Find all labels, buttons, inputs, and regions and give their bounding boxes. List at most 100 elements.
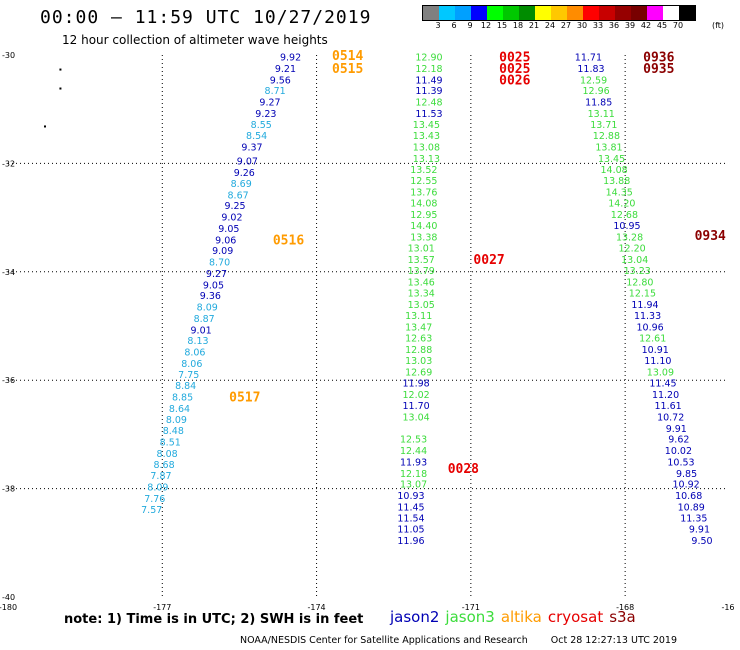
swh-label-altika: 9.02 [221, 213, 242, 224]
swh-label-altika: 9.27 [259, 98, 280, 109]
swh-label-s3a: 12.80 [626, 278, 653, 289]
colorbar-swatch [471, 6, 487, 20]
swh-label-s3a: 13.23 [624, 266, 651, 277]
swh-label-s3a: 11.35 [680, 513, 707, 524]
swh-label-jason3: 12.63 [405, 333, 432, 344]
pass-time-label: 0934 [695, 229, 726, 244]
pass-time-label: 0935 [643, 62, 674, 77]
swh-label-s3a: 12.61 [639, 333, 666, 344]
colorbar-swatch [663, 6, 679, 20]
colorbar-swatch [455, 6, 471, 20]
swh-label-altika: 8.87 [194, 314, 215, 325]
colorbar-tick: 24 [544, 21, 556, 30]
swh-label-jason3: 13.57 [408, 255, 435, 266]
colorbar-tick: 45 [656, 21, 668, 30]
swh-label-jason3: 12.90 [415, 53, 442, 64]
swh-label-altika: 9.05 [218, 224, 239, 235]
swh-label-s3a: 11.94 [631, 300, 658, 311]
swh-label-altika: 7.87 [150, 471, 171, 482]
swh-label-s3a: 12.15 [629, 288, 656, 299]
swh-label-altika: 8.84 [175, 381, 196, 392]
colorbar-swatch [519, 6, 535, 20]
swh-label-jason3: 11.93 [400, 458, 427, 469]
swh-label-jason3: 11.45 [397, 502, 424, 513]
swh-label-s3a: 13.09 [647, 368, 674, 379]
lon-tick-label: -174 [307, 603, 325, 612]
swh-label-jason3: 13.34 [408, 288, 435, 299]
swh-label-jason3: 11.53 [415, 109, 442, 120]
pass-time-label: 0028 [448, 462, 479, 477]
colorbar-swatch [503, 6, 519, 20]
note-text: note: 1) Time is in UTC; 2) SWH is in fe… [64, 612, 364, 627]
swh-label-altika: 9.27 [206, 269, 227, 280]
colorbar-swatch [535, 6, 551, 20]
swh-label-jason3: 14.08 [410, 198, 437, 209]
swh-label-s3a: 10.92 [673, 480, 700, 491]
swh-label-altika: 8.13 [187, 336, 208, 347]
swh-label-altika: 7.76 [144, 494, 165, 505]
pass-time-label: 0515 [332, 62, 363, 77]
colorbar-tick: 3 [435, 21, 441, 30]
lat-tick-label: -32 [2, 159, 15, 168]
swh-label-jason3: 11.98 [403, 378, 430, 389]
colorbar-swatch [647, 6, 663, 20]
lon-tick-label: -16 [721, 603, 734, 612]
colorbar-tick: 18 [512, 21, 524, 30]
lat-tick-label: -36 [2, 376, 15, 385]
swh-label-altika: 9.56 [270, 75, 291, 86]
swh-label-altika: 8.54 [246, 131, 267, 142]
swh-label-s3a: 12.20 [619, 243, 646, 254]
swh-label-s3a: 10.91 [642, 345, 669, 356]
colorbar-tick: 27 [560, 21, 572, 30]
colorbar-tick: 15 [496, 21, 508, 30]
swh-label-jason3: 12.48 [415, 98, 442, 109]
swh-label-s3a: 13.88 [603, 176, 630, 187]
swh-label-s3a: 14.08 [601, 165, 628, 176]
swh-label-s3a: 11.83 [577, 64, 604, 75]
swh-label-altika: 8.09 [147, 482, 168, 493]
swh-label-s3a: 9.50 [691, 536, 712, 547]
swh-label-s3a: 12.59 [580, 75, 607, 86]
swh-label-s3a: 11.20 [652, 390, 679, 401]
swh-label-s3a: 13.11 [588, 109, 615, 120]
colorbar-swatch [583, 6, 599, 20]
swh-label-s3a: 13.45 [598, 154, 625, 165]
pass-time-label: 0517 [229, 390, 260, 405]
swh-label-jason3: 13.38 [410, 233, 437, 244]
legend-entry-s3a: s3a [609, 608, 636, 626]
swh-label-altika: 9.26 [234, 168, 255, 179]
swh-label-altika: 8.71 [265, 86, 286, 97]
swh-label-jason3: 12.69 [405, 368, 432, 379]
swh-label-s3a: 13.71 [590, 120, 617, 131]
swh-label-s3a: 10.95 [613, 221, 640, 232]
island-speck [44, 125, 46, 128]
swh-label-jason3: 13.05 [408, 300, 435, 311]
lon-tick-label: -180 [0, 603, 17, 612]
swh-label-jason3: 12.88 [405, 345, 432, 356]
colorbar-tick: 42 [640, 21, 652, 30]
swh-label-altika: 9.05 [203, 280, 224, 291]
swh-colorbar [422, 5, 696, 21]
swh-label-altika: 8.67 [228, 190, 249, 201]
colorbar-tick: 21 [528, 21, 540, 30]
swh-label-altika: 8.48 [163, 426, 184, 437]
swh-label-s3a: 11.10 [644, 356, 671, 367]
colorbar-tick: 70 [672, 21, 684, 30]
colorbar-unit: (ft) [712, 21, 725, 30]
pass-time-label: 0936 [643, 51, 674, 66]
swh-label-altika: 9.25 [224, 201, 245, 212]
swh-label-s3a: 9.91 [689, 525, 710, 536]
swh-label-altika: 9.06 [215, 235, 236, 246]
swh-label-s3a: 10.89 [678, 502, 705, 513]
swh-label-altika: 7.75 [178, 370, 199, 381]
plot-frame [8, 55, 728, 597]
colorbar-swatch [487, 6, 503, 20]
swh-label-altika: 9.36 [200, 291, 221, 302]
legend-entry-altika: altika [500, 608, 542, 626]
swh-label-jason3: 13.03 [405, 356, 432, 367]
swh-label-s3a: 10.02 [665, 446, 692, 457]
swh-label-altika: 8.08 [157, 449, 178, 460]
colorbar-swatch [615, 6, 631, 20]
legend-entry-cryosat: cryosat [547, 608, 604, 626]
swh-label-altika: 8.85 [172, 392, 193, 403]
